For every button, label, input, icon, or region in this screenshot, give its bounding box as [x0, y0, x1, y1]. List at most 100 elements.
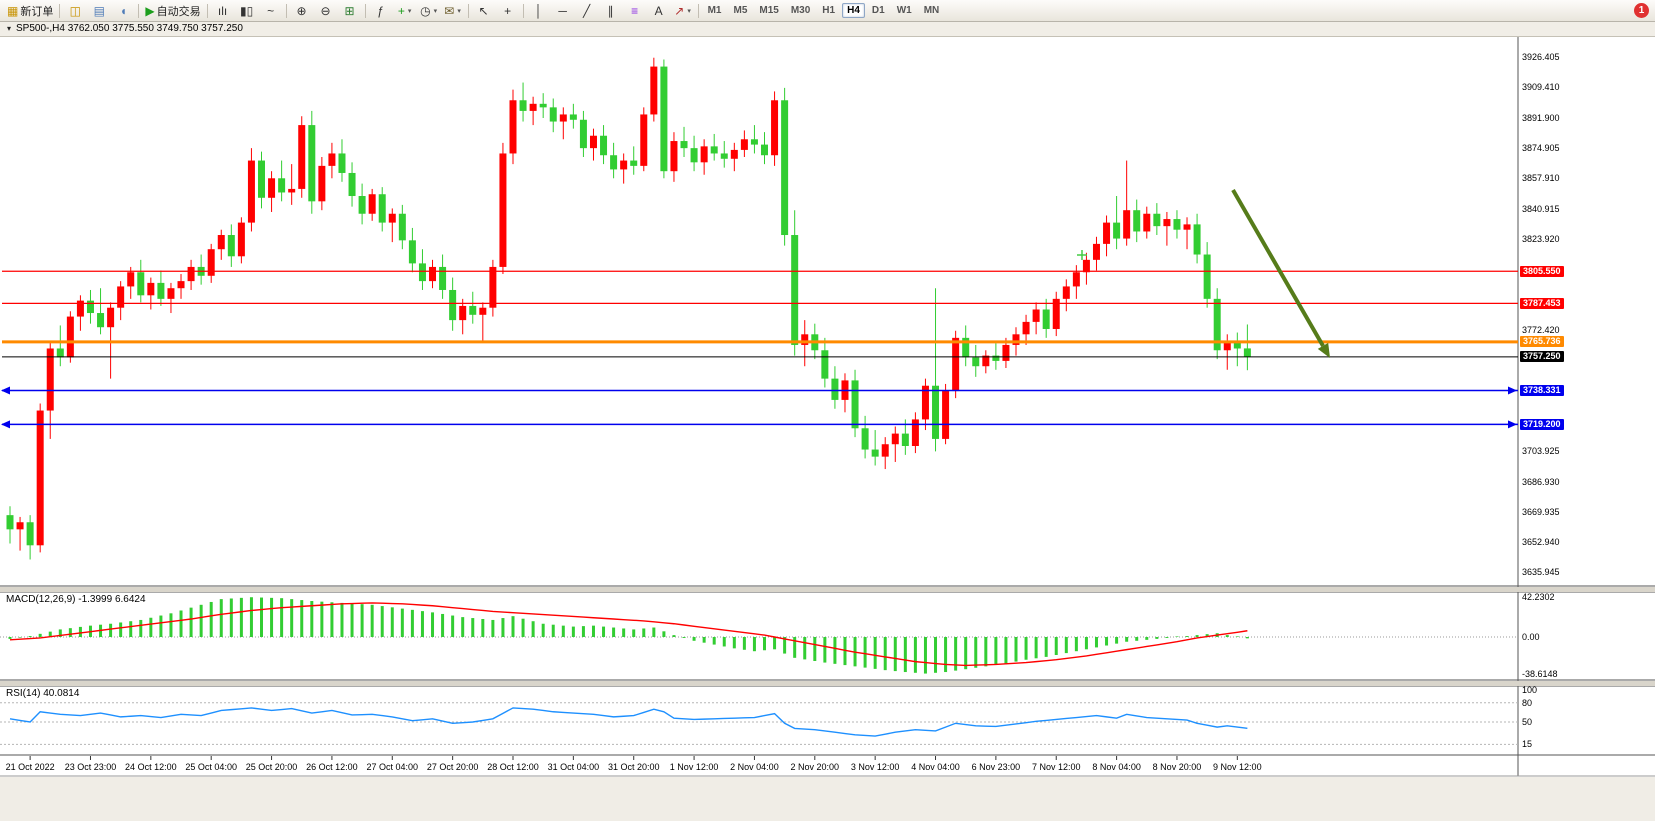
candlestick — [1103, 222, 1111, 244]
rsi-panel-splitter[interactable] — [0, 681, 1655, 686]
chart-header-text: SP500-,H4 3762.050 3775.550 3749.750 375… — [16, 23, 243, 34]
tile-windows-button[interactable]: ⊞ — [338, 1, 362, 20]
autotrading-button[interactable]: ▶ 自动交易 — [142, 1, 203, 20]
channel-icon: ∥ — [607, 3, 614, 18]
candlestick — [962, 337, 970, 358]
sound-alert-button[interactable]: ◖ — [111, 1, 135, 20]
candlestick — [127, 272, 135, 287]
arrows-icon: ↗ — [674, 3, 685, 18]
chart-title-strip: ▾ SP500-,H4 3762.050 3775.550 3749.750 3… — [0, 21, 1655, 37]
price-tick-label: 3703.925 — [1522, 446, 1560, 457]
hline-icon: ─ — [558, 3, 567, 18]
macd-histogram-bar — [1175, 636, 1179, 637]
cursor-button[interactable]: ↖ — [472, 1, 496, 20]
channel-button[interactable]: ∥ — [599, 1, 623, 20]
macd-histogram-bar — [400, 608, 404, 637]
candlestick — [891, 433, 899, 445]
text-button[interactable]: A — [647, 1, 671, 20]
macd-histogram-bar — [984, 637, 988, 667]
price-tick-label: 3874.905 — [1522, 143, 1560, 154]
timeframe-button-m5[interactable]: M5 — [733, 5, 748, 16]
chart-line-button[interactable]: ~ — [259, 1, 283, 20]
candlestick — [710, 146, 718, 154]
zoom-out-button[interactable]: ⊖ — [314, 1, 338, 20]
chart-candles-button[interactable]: ▮▯ — [235, 1, 259, 20]
candlestick — [278, 178, 286, 193]
macd-histogram-bar — [461, 617, 465, 637]
timeframe-button-h4[interactable]: H4 — [842, 3, 865, 18]
candlestick — [1173, 219, 1181, 230]
macd-histogram-bar — [410, 609, 414, 637]
candlestick — [217, 235, 225, 250]
trendline-button[interactable]: ╱ — [575, 1, 599, 20]
macd-histogram-bar — [561, 625, 565, 637]
indicators-button[interactable]: ƒ — [369, 1, 393, 20]
macd-panel-splitter[interactable] — [0, 587, 1655, 592]
candlestick — [1022, 321, 1030, 335]
candlestick — [861, 428, 869, 450]
candlestick — [650, 66, 658, 115]
timeframe-button-m30[interactable]: M30 — [790, 5, 811, 16]
time-axis-label: 28 Oct 12:00 — [487, 762, 539, 772]
crosshair-button[interactable]: + — [496, 1, 520, 20]
time-axis-label: 2 Nov 04:00 — [730, 762, 779, 772]
candlestick — [851, 380, 859, 429]
timeframe-button-w1[interactable]: W1 — [896, 5, 912, 16]
macd-histogram-bar — [370, 604, 374, 637]
macd-histogram-bar — [692, 637, 696, 641]
new-order-button[interactable]: ▦ 新订单 — [4, 1, 56, 20]
arrows-button[interactable]: ↗ ▾ — [671, 1, 695, 20]
rsi-scale-label: 15 — [1522, 739, 1533, 750]
candlestick — [640, 114, 648, 166]
candlestick — [429, 266, 437, 282]
candlestick — [871, 449, 879, 457]
timeframe-button-m1[interactable]: M1 — [707, 5, 722, 16]
macd-histogram-bar — [672, 635, 676, 637]
time-axis-label: 31 Oct 04:00 — [547, 762, 600, 772]
candlestick — [1032, 309, 1040, 322]
macd-histogram-bar — [68, 628, 72, 637]
collapse-icon[interactable]: ▾ — [7, 24, 12, 33]
time-axis-label: 31 Oct 20:00 — [607, 762, 660, 772]
hline-button[interactable]: ─ — [551, 1, 575, 20]
chart-bars-icon: ılı — [217, 3, 228, 18]
chart-line-icon: ~ — [267, 3, 275, 18]
macd-histogram-bar — [642, 628, 646, 637]
timeframe-button-m15[interactable]: M15 — [759, 5, 779, 16]
macd-histogram-bar — [471, 618, 475, 637]
macd-histogram-bar — [813, 637, 817, 661]
notification-badge[interactable]: 1 — [1634, 3, 1649, 18]
fibonacci-button[interactable]: ≡ — [623, 1, 647, 20]
zoom-in-button[interactable]: ⊕ — [290, 1, 314, 20]
timeframe-button-h1[interactable]: H1 — [822, 5, 836, 16]
timeframe-button-d1[interactable]: D1 — [871, 5, 885, 16]
candlestick — [720, 153, 728, 159]
macd-histogram-bar — [1145, 637, 1149, 640]
macd-histogram-bar — [1044, 637, 1048, 657]
chart-window-button[interactable]: ◫ — [63, 1, 87, 20]
line-end-arrow — [1, 420, 10, 429]
candlestick — [589, 135, 597, 149]
macd-histogram-bar — [934, 637, 938, 673]
candlestick — [207, 249, 215, 276]
macd-histogram-bar — [682, 637, 686, 638]
vline-button[interactable]: │ — [527, 1, 551, 20]
toolbar-separator — [364, 3, 366, 18]
candlestick — [801, 334, 809, 345]
candlestick — [459, 305, 467, 321]
macd-histogram-bar — [823, 637, 827, 663]
macd-histogram-bar — [783, 637, 787, 654]
timeframe-button-mn[interactable]: MN — [923, 5, 940, 16]
candlestick — [268, 178, 276, 198]
macd-histogram-bar — [883, 637, 887, 671]
templates-button[interactable]: ✉ ▾ — [441, 1, 465, 20]
chart-bars-button[interactable]: ılı — [211, 1, 235, 20]
candlestick — [408, 240, 416, 264]
trend-arrow-object[interactable] — [1231, 188, 1330, 358]
periods-button[interactable]: ◷ ▾ — [417, 1, 441, 20]
candlestick — [700, 146, 708, 163]
candlestick — [1042, 309, 1050, 329]
profiles-button[interactable]: ▤ — [87, 1, 111, 20]
add-indicator-button[interactable]: + ▾ — [393, 1, 417, 20]
